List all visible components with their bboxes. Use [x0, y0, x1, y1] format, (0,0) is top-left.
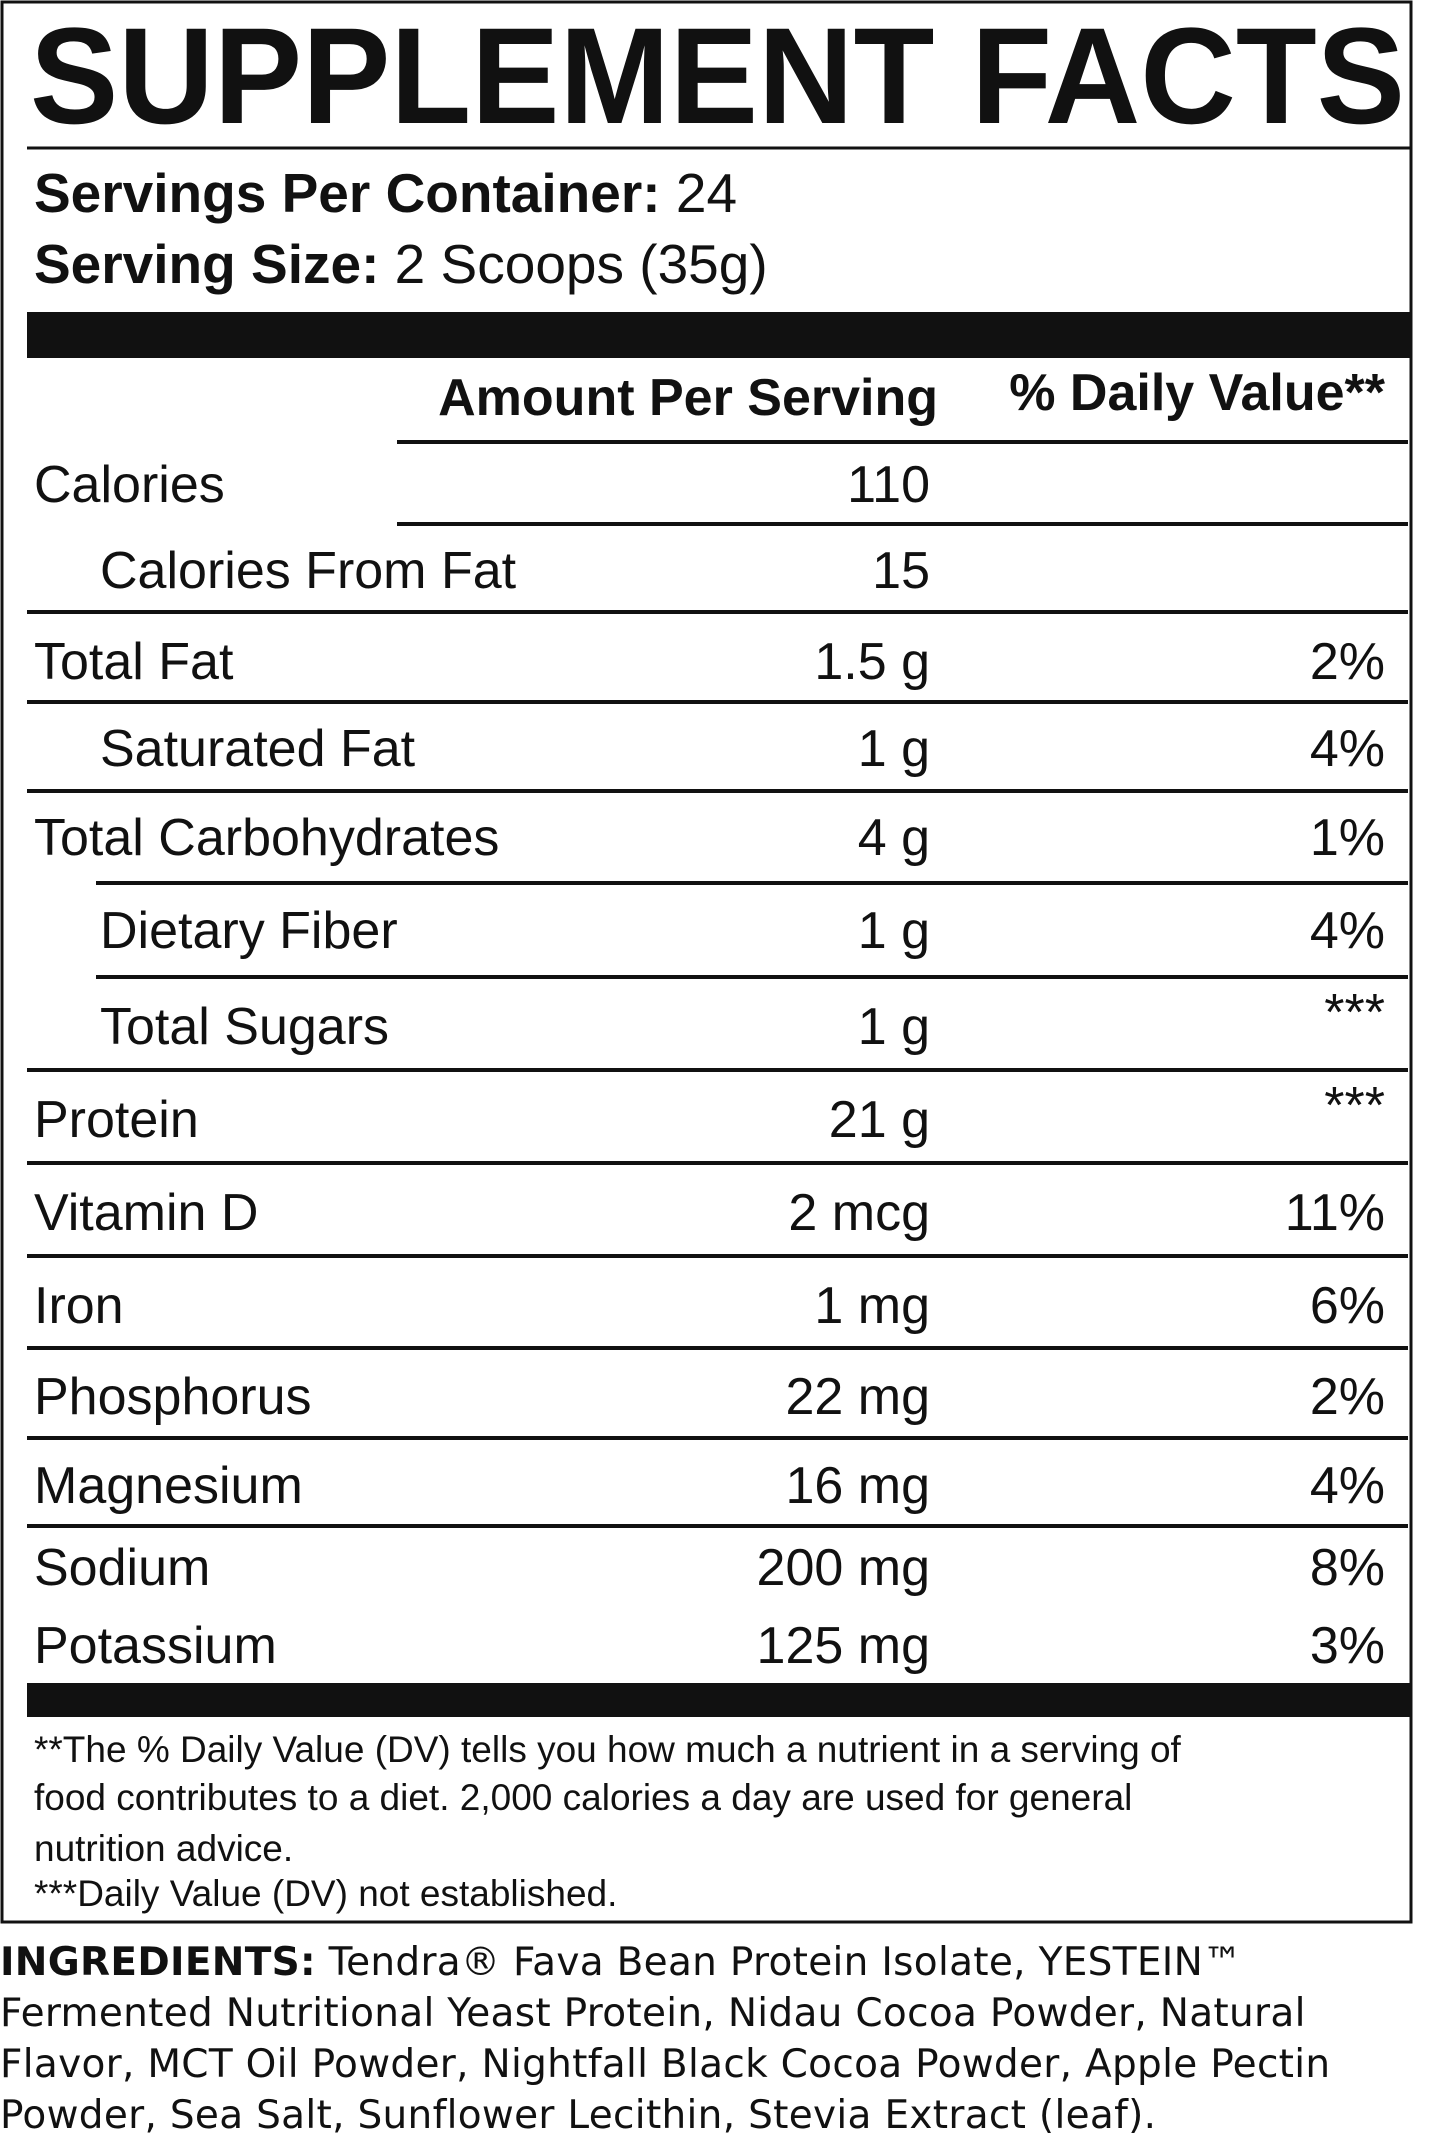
ingredients: INGREDIENTS: Tendra® Fava Bean Protein I…	[0, 1937, 1440, 2141]
daily-value: 4%	[1310, 902, 1385, 960]
nutrient-name: Iron	[34, 1277, 124, 1335]
daily-value: 2%	[1310, 1368, 1385, 1426]
nutrient-name: Magnesium	[34, 1457, 303, 1515]
nutrient-name: Total Carbohydrates	[34, 809, 499, 867]
facts-panel: SUPPLEMENT FACTS Servings Per Container:…	[0, 0, 1413, 1924]
value: 24	[676, 162, 737, 224]
amount: 125 mg	[757, 1617, 930, 1675]
amount: 1 g	[858, 902, 930, 960]
nutrient-name: Vitamin D	[34, 1184, 258, 1242]
daily-value: 4%	[1310, 1457, 1385, 1515]
daily-value: ***	[1324, 984, 1385, 1042]
nutrient-name: Protein	[34, 1091, 199, 1149]
footnote: nutrition advice.	[34, 1828, 293, 1869]
amount: 1.5 g	[814, 633, 930, 691]
nutrient-name: Dietary Fiber	[100, 902, 398, 960]
amount: 21 g	[829, 1091, 930, 1149]
nutrient-name: Saturated Fat	[100, 720, 416, 778]
daily-value: 6%	[1310, 1277, 1385, 1335]
amount: 16 mg	[785, 1457, 930, 1515]
value: 2 Scoops (35g)	[395, 233, 768, 295]
amount: 2 mcg	[788, 1184, 930, 1242]
nutrient-name: Total Fat	[34, 633, 234, 691]
ingredients-label: INGREDIENTS:	[0, 1940, 316, 1985]
amount: 200 mg	[757, 1539, 930, 1597]
amount: 15	[872, 542, 930, 600]
daily-value: ***	[1324, 1077, 1385, 1135]
nutrient-name: Calories From Fat	[100, 542, 517, 600]
daily-value: 2%	[1310, 633, 1385, 691]
title: SUPPLEMENT FACTS	[30, 0, 1405, 153]
nutrient-name: Sodium	[34, 1539, 210, 1597]
column-header: Amount Per Serving	[438, 369, 938, 427]
footnote: ***Daily Value (DV) not established.	[34, 1873, 617, 1914]
label: Serving Size:	[34, 233, 379, 295]
amount: 22 mg	[785, 1368, 930, 1426]
daily-value: 4%	[1310, 720, 1385, 778]
thick-bar	[27, 312, 1411, 358]
daily-value: 1%	[1310, 809, 1385, 867]
servings-per-container: Servings Per Container: 24	[34, 162, 737, 224]
daily-value: 11%	[1285, 1184, 1385, 1242]
footnote: food contributes to a diet. 2,000 calori…	[34, 1777, 1132, 1818]
amount: 1 mg	[814, 1277, 930, 1335]
nutrient-name: Phosphorus	[34, 1368, 312, 1426]
daily-value: 8%	[1310, 1539, 1385, 1597]
nutrient-name: Potassium	[34, 1617, 277, 1675]
footnote: **The % Daily Value (DV) tells you how m…	[34, 1729, 1182, 1770]
column-header: % Daily Value**	[1009, 364, 1386, 422]
label: Servings Per Container:	[34, 162, 661, 224]
amount: 1 g	[858, 998, 930, 1056]
nutrient-name: Total Sugars	[100, 998, 389, 1056]
amount: 110	[847, 456, 930, 514]
amount: 1 g	[858, 720, 930, 778]
panel-border	[0, 0, 1413, 1924]
serving-size: Serving Size: 2 Scoops (35g)	[34, 233, 768, 295]
thick-bar	[27, 1683, 1411, 1717]
nutrient-name: Calories	[34, 456, 225, 514]
amount: 4 g	[858, 809, 930, 867]
daily-value: 3%	[1310, 1617, 1385, 1675]
ingredients-text: Tendra® Fava Bean Protein Isolate, YESTE…	[0, 1940, 1331, 2138]
